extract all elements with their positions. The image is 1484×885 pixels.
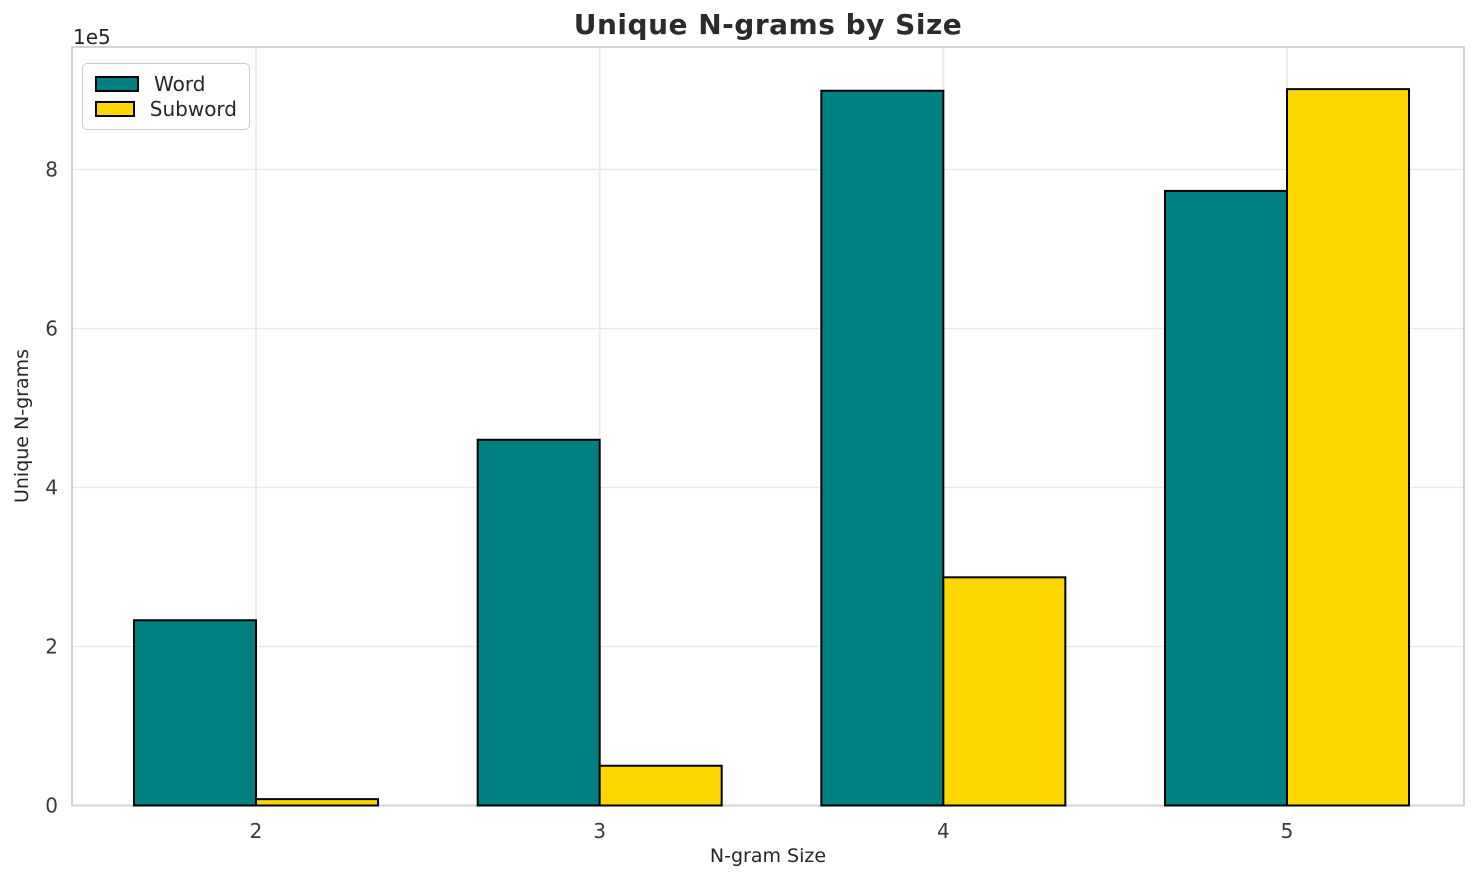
y-tick-label: 2	[45, 634, 58, 658]
bar-subword-5	[1286, 88, 1411, 807]
bar-subword-2	[255, 798, 379, 807]
bar-subword-3	[598, 764, 723, 807]
bar-word-4	[820, 89, 945, 807]
y-tick-label: 4	[45, 475, 58, 499]
x-tick-label: 3	[593, 819, 606, 843]
x-tick-label: 5	[1281, 819, 1294, 843]
x-tick-label: 4	[937, 819, 950, 843]
y-tick-label: 0	[45, 794, 58, 818]
legend-swatch-subword-icon	[95, 101, 135, 118]
chart-title: Unique N-grams by Size	[573, 8, 963, 41]
bar-subword-4	[942, 576, 1067, 807]
legend-label-word: Word	[154, 71, 206, 96]
x-axis-label: N-gram Size	[709, 845, 827, 867]
plot-border	[71, 46, 1465, 807]
legend-label-subword: Subword	[149, 97, 237, 122]
y-axis-offset-label: 1e5	[73, 25, 111, 49]
legend-swatch-word-icon	[95, 75, 139, 92]
x-tick-label: 2	[250, 819, 263, 843]
bar-word-2	[133, 619, 257, 807]
legend-item-subword: Subword	[95, 99, 237, 119]
bar-word-5	[1164, 189, 1289, 807]
y-axis-label: Unique N-grams	[11, 348, 33, 504]
legend: Word Subword	[82, 63, 250, 130]
legend-item-word: Word	[95, 74, 237, 94]
y-tick-label: 6	[45, 316, 58, 340]
bar-word-3	[476, 438, 601, 807]
y-tick-label: 8	[45, 157, 58, 181]
